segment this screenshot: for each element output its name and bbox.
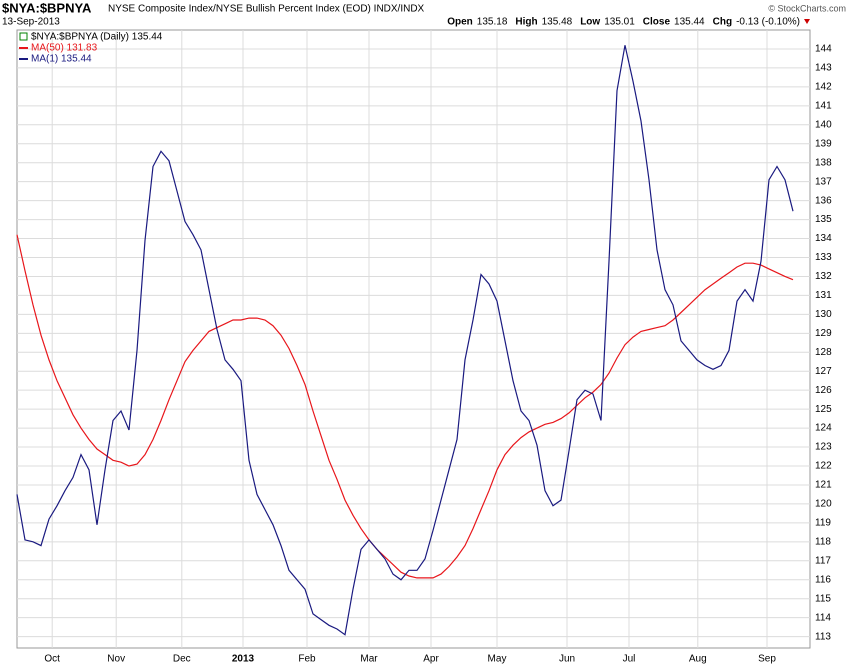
y-tick-label: 134 [815, 233, 832, 244]
quote-arrow [804, 19, 810, 24]
y-tick-label: 127 [815, 366, 832, 377]
x-tick-label: Apr [423, 654, 439, 665]
y-tick-label: 140 [815, 119, 832, 130]
y-tick-label: 126 [815, 385, 832, 396]
y-tick-label: 118 [815, 536, 831, 547]
x-tick-label: Aug [689, 654, 707, 665]
y-tick-label: 122 [815, 461, 832, 472]
legend-label: MA(50) 131.83 [31, 43, 98, 54]
x-tick-label: Feb [298, 654, 316, 665]
y-tick-label: 123 [815, 442, 832, 453]
y-tick-label: 142 [815, 82, 832, 93]
y-tick-label: 136 [815, 195, 832, 206]
x-tick-label: Oct [44, 654, 60, 665]
y-tick-label: 113 [815, 631, 831, 642]
x-tick-label: Dec [173, 654, 191, 665]
y-tick-label: 116 [815, 574, 831, 585]
legend-label: MA(1) 135.44 [31, 54, 92, 65]
y-tick-label: 125 [815, 404, 832, 415]
x-tick-label: Nov [107, 654, 125, 665]
y-tick-label: 141 [815, 100, 832, 111]
quote-value: 135.44 [674, 17, 705, 28]
credit: © StockCharts.com [768, 3, 846, 13]
y-tick-label: 121 [815, 480, 832, 491]
y-tick-label: 124 [815, 423, 832, 434]
quote-value: 135.48 [542, 17, 573, 28]
y-tick-label: 115 [815, 593, 831, 604]
y-tick-label: 132 [815, 271, 832, 282]
quote-value: 135.01 [604, 17, 635, 28]
x-tick-label: Mar [360, 654, 378, 665]
quote-value: 135.18 [477, 17, 508, 28]
y-tick-label: 139 [815, 138, 832, 149]
plot-frame [16, 29, 811, 649]
quote-label: Chg [713, 17, 732, 28]
legend-swatch [19, 32, 28, 41]
y-tick-label: 137 [815, 176, 832, 187]
chart-date: 13-Sep-2013 [2, 17, 60, 28]
y-tick-label: 133 [815, 252, 832, 263]
y-tick-label: 144 [815, 44, 832, 55]
y-tick-label: 131 [815, 290, 832, 301]
series-line [16, 45, 794, 636]
y-tick-label: 143 [815, 63, 832, 74]
y-tick-label: 135 [815, 214, 832, 225]
x-tick-label: May [488, 654, 507, 665]
x-tick-label: 2013 [232, 654, 255, 665]
quote-label: High [515, 17, 537, 28]
y-tick-label: 120 [815, 499, 832, 510]
y-tick-label: 130 [815, 309, 832, 320]
x-tick-label: Jul [623, 654, 636, 665]
chart-subtitle: NYSE Composite Index/NYSE Bullish Percen… [108, 4, 425, 15]
legend-label: $NYA:$BPNYA (Daily) 135.44 [31, 32, 163, 43]
chart-title: $NYA:$BPNYA [2, 0, 92, 15]
quote-value: -0.13 (-0.10%) [736, 17, 800, 28]
y-tick-label: 138 [815, 157, 832, 168]
series-line [16, 234, 794, 579]
x-tick-label: Jun [559, 654, 575, 665]
x-tick-label: Sep [758, 654, 776, 665]
quote-label: Low [580, 17, 600, 28]
y-tick-label: 114 [815, 612, 831, 623]
quote-label: Open [447, 17, 473, 28]
y-tick-label: 119 [815, 518, 831, 529]
y-tick-label: 117 [815, 555, 831, 566]
quote-label: Close [643, 17, 671, 28]
y-tick-label: 128 [815, 347, 832, 358]
y-tick-label: 129 [815, 328, 832, 339]
